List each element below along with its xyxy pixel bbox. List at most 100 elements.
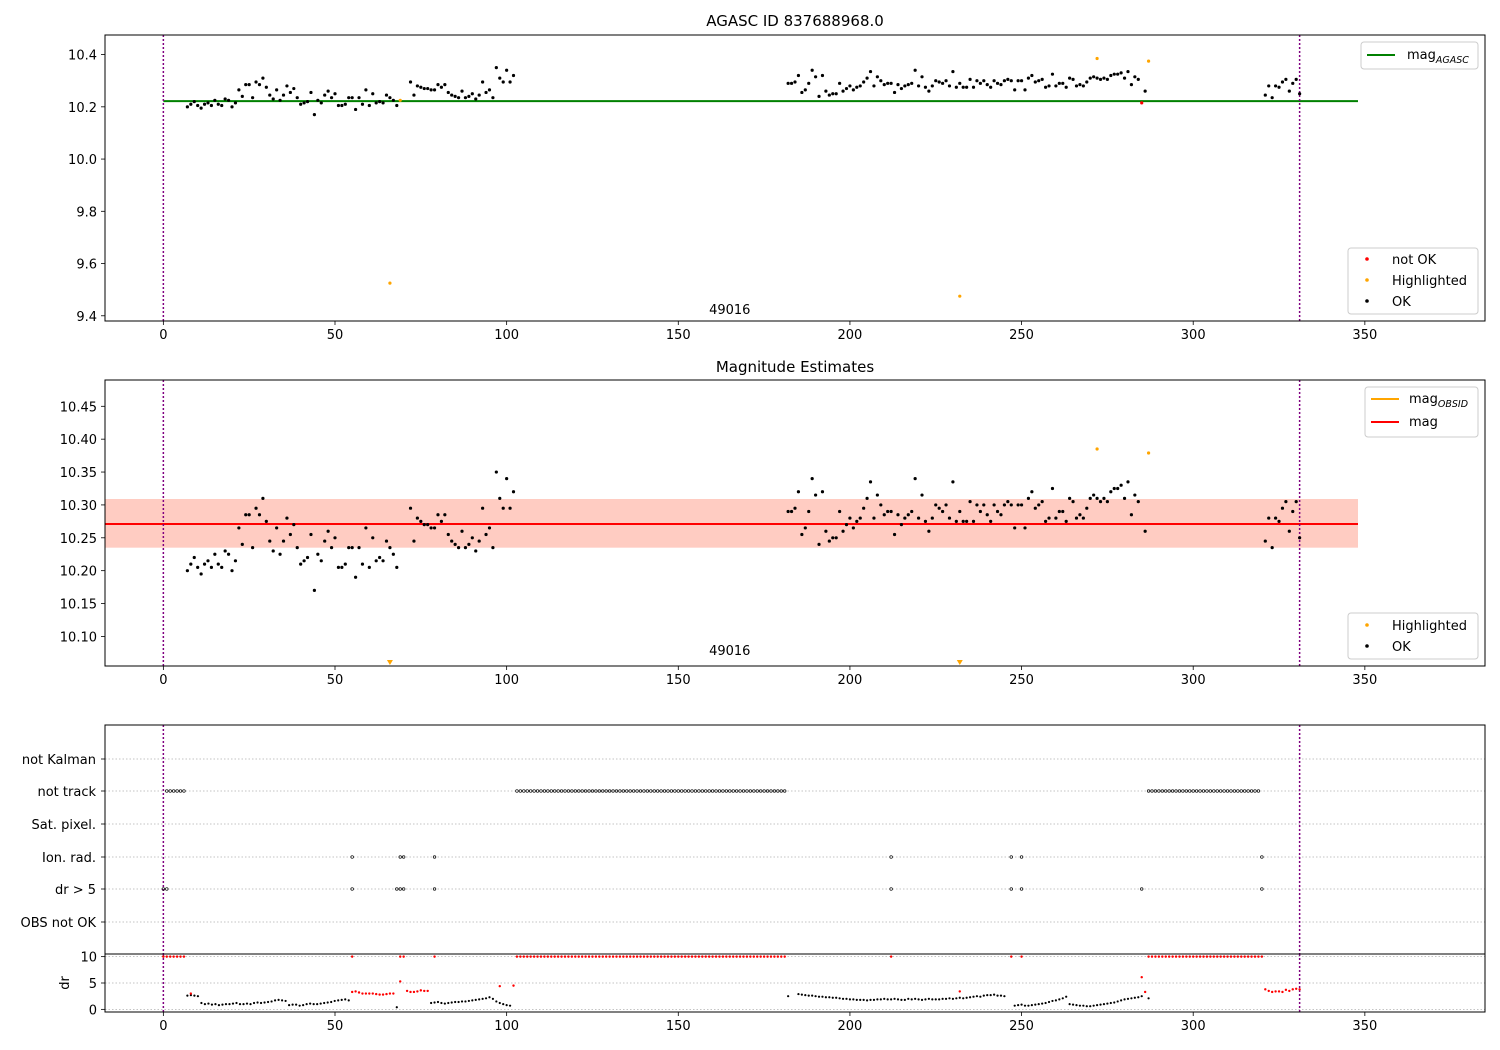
flag-marker bbox=[1164, 789, 1168, 793]
dr-ok-point bbox=[323, 1001, 326, 1005]
dr-frame bbox=[104, 953, 1486, 1013]
top-legend-lower-label: Highlighted bbox=[1392, 274, 1467, 289]
top-ok-point bbox=[865, 76, 869, 80]
middle-ok-point bbox=[1088, 496, 1092, 500]
middle-ok-point bbox=[216, 562, 220, 566]
top-ok-point bbox=[796, 73, 801, 78]
top-ok-point bbox=[474, 97, 478, 101]
dr-ytick-label: 5 bbox=[89, 977, 97, 992]
middle-ok-point bbox=[834, 536, 838, 540]
top-ok-point bbox=[230, 105, 234, 109]
middle-ytick-label: 10.30 bbox=[60, 499, 97, 514]
flag-marker bbox=[172, 789, 176, 793]
dr-ok-point bbox=[277, 998, 280, 1001]
dr-ok-point bbox=[1137, 996, 1140, 999]
top-ok-point bbox=[1037, 79, 1041, 83]
middle-xtick-label: 200 bbox=[838, 673, 863, 688]
dr-flagged-point bbox=[1167, 955, 1171, 958]
dr-flagged-point bbox=[1294, 987, 1298, 990]
dr-ok-point bbox=[505, 1004, 508, 1007]
flags-frame bbox=[104, 724, 1486, 954]
dr-ok-point bbox=[1133, 996, 1136, 999]
top-ok-point bbox=[920, 75, 924, 79]
top-ok-point bbox=[879, 79, 883, 83]
top-xtick-label: 300 bbox=[1181, 328, 1206, 343]
dr-ok-point bbox=[979, 995, 982, 998]
dr-ok-point bbox=[910, 998, 913, 1001]
middle-ok-point bbox=[1291, 509, 1295, 514]
flag-marker bbox=[1249, 789, 1254, 793]
dr-ok-point bbox=[989, 994, 992, 997]
middle-ok-point bbox=[882, 513, 886, 517]
dr-flagged-point bbox=[752, 955, 756, 958]
dr-flagged-point bbox=[546, 955, 550, 958]
dr-xtick-label: 300 bbox=[1181, 1019, 1206, 1034]
top-ok-point bbox=[254, 80, 258, 84]
flag-marker bbox=[607, 789, 612, 793]
flag-marker bbox=[714, 789, 718, 793]
dr-flagged-point bbox=[587, 955, 591, 958]
dr-flagged-point bbox=[769, 955, 773, 958]
flag-marker bbox=[1256, 789, 1261, 793]
middle-ok-point bbox=[786, 509, 790, 514]
top-not-ok-series bbox=[1140, 101, 1144, 105]
top-ytick-label: 9.4 bbox=[76, 310, 97, 325]
dr-ok-point bbox=[999, 994, 1003, 997]
dr-ok-point bbox=[319, 1002, 322, 1005]
middle-ok-point bbox=[1119, 483, 1123, 487]
flag-marker bbox=[1157, 789, 1161, 793]
flag-marker bbox=[178, 789, 183, 793]
flag-marker bbox=[690, 789, 694, 793]
dr-xtick-label: 50 bbox=[327, 1019, 344, 1034]
top-ok-point bbox=[927, 89, 931, 93]
dr-flagged-point bbox=[399, 980, 402, 983]
dr-flagged-point bbox=[364, 992, 368, 995]
flag-marker bbox=[542, 789, 547, 793]
dr-flagged-point bbox=[172, 955, 175, 958]
middle-ok-point bbox=[1136, 500, 1140, 504]
middle-ok-point bbox=[944, 503, 948, 507]
dr-xtick-label: 200 bbox=[838, 1019, 863, 1034]
middle-ok-point bbox=[978, 509, 982, 514]
middle-ok-point bbox=[1054, 516, 1058, 520]
top-ok-point bbox=[299, 102, 303, 106]
top-ok-point bbox=[999, 83, 1003, 87]
middle-ok-point bbox=[189, 562, 193, 566]
middle-ok-point bbox=[968, 500, 972, 504]
top-ok-point bbox=[309, 90, 313, 95]
flag-marker bbox=[783, 789, 787, 793]
middle-highlighted-point bbox=[1146, 451, 1151, 455]
top-ok-point bbox=[824, 89, 828, 93]
dr-flagged-point bbox=[371, 992, 374, 995]
flag-marker bbox=[693, 789, 698, 793]
flag-marker bbox=[669, 789, 674, 793]
dr-ok-point bbox=[865, 999, 869, 1002]
middle-ok-point bbox=[886, 509, 890, 514]
dr-flagged-point bbox=[649, 955, 653, 958]
dr-flagged-point bbox=[1260, 955, 1264, 958]
dr-ok-point bbox=[1071, 1003, 1075, 1006]
flag-marker bbox=[662, 789, 667, 793]
middle-ok-point bbox=[494, 470, 498, 474]
middle-ok-point bbox=[1109, 490, 1113, 494]
middle-ok-point bbox=[827, 539, 831, 543]
flag-marker bbox=[563, 789, 567, 793]
top-ok-point bbox=[827, 93, 831, 97]
middle-ok-point bbox=[240, 542, 244, 546]
dr-flagged-point bbox=[368, 992, 371, 995]
flag-marker bbox=[1198, 789, 1202, 793]
top-ok-point bbox=[415, 84, 419, 88]
dr-ok-point bbox=[862, 998, 865, 1001]
top-ok-point bbox=[872, 84, 876, 88]
dr-ok-point bbox=[333, 999, 336, 1003]
top-highlighted-point bbox=[958, 294, 962, 298]
middle-ok-point bbox=[456, 546, 461, 550]
top-ok-point bbox=[388, 96, 392, 100]
flag-marker bbox=[402, 887, 406, 891]
dr-ok-point bbox=[1089, 1005, 1092, 1008]
top-ok-point bbox=[944, 79, 948, 83]
flag-marker bbox=[721, 789, 725, 793]
middle-ok-point bbox=[1030, 490, 1034, 494]
middle-ok-point bbox=[511, 490, 516, 494]
